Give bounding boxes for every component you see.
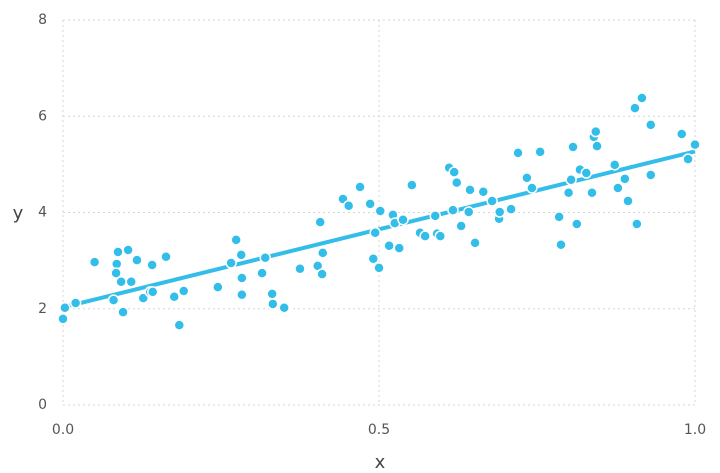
point xyxy=(146,259,158,271)
point xyxy=(230,234,242,246)
point xyxy=(107,294,120,306)
point xyxy=(256,267,268,279)
point xyxy=(526,182,538,194)
point xyxy=(553,211,565,223)
point xyxy=(419,230,431,242)
point xyxy=(619,173,631,185)
point xyxy=(125,276,138,288)
point xyxy=(354,181,366,193)
point xyxy=(122,244,134,256)
point xyxy=(383,239,395,252)
point xyxy=(567,141,579,153)
point xyxy=(464,184,476,196)
point xyxy=(608,159,621,171)
point xyxy=(434,230,447,242)
point xyxy=(393,242,405,254)
y-tick-label: 8 xyxy=(38,12,47,28)
point xyxy=(429,210,441,222)
point xyxy=(645,169,657,181)
point xyxy=(590,125,602,138)
point xyxy=(69,297,82,309)
x-tick-label: 0.0 xyxy=(52,422,74,438)
point xyxy=(521,172,533,184)
point xyxy=(622,195,634,207)
point xyxy=(636,92,648,104)
point xyxy=(580,167,593,179)
point xyxy=(565,174,577,186)
point xyxy=(534,146,546,158)
point xyxy=(173,319,186,331)
point xyxy=(59,302,71,314)
point xyxy=(455,220,467,232)
point xyxy=(88,256,101,268)
point xyxy=(342,200,355,212)
point xyxy=(112,246,124,258)
point xyxy=(367,252,380,265)
point xyxy=(631,218,643,230)
point xyxy=(397,213,409,226)
y-tick-label: 4 xyxy=(38,205,47,221)
x-tick-label: 0.5 xyxy=(368,422,390,438)
point xyxy=(450,176,463,189)
point xyxy=(374,205,387,217)
point xyxy=(146,286,159,298)
point xyxy=(316,268,328,280)
x-axis-label: x xyxy=(375,452,386,473)
point xyxy=(369,226,381,239)
point xyxy=(160,251,172,263)
point xyxy=(591,140,603,152)
point xyxy=(555,238,567,251)
point xyxy=(294,263,306,275)
y-tick-label: 6 xyxy=(38,108,47,124)
point xyxy=(131,254,143,266)
point xyxy=(110,267,122,279)
point xyxy=(562,187,575,199)
point xyxy=(477,186,490,198)
point xyxy=(586,187,598,199)
point xyxy=(117,306,129,318)
point xyxy=(267,298,279,310)
point xyxy=(682,153,694,165)
point xyxy=(137,292,150,304)
y-tick-label: 0 xyxy=(38,397,47,413)
point xyxy=(406,179,418,191)
point xyxy=(447,204,459,216)
point xyxy=(266,288,278,300)
point xyxy=(236,289,248,301)
point xyxy=(115,276,127,288)
point xyxy=(689,138,701,151)
point xyxy=(571,218,583,230)
point xyxy=(168,290,180,303)
point xyxy=(278,302,290,314)
point xyxy=(612,182,624,194)
point xyxy=(645,119,657,131)
x-tick-label: 1.0 xyxy=(684,422,706,438)
point xyxy=(212,281,224,293)
point xyxy=(469,237,481,249)
y-tick-label: 2 xyxy=(38,301,47,317)
point xyxy=(235,249,247,261)
y-axis-label: y xyxy=(13,203,24,224)
point xyxy=(629,102,641,114)
point xyxy=(675,128,688,140)
point xyxy=(259,251,271,264)
point xyxy=(486,195,498,207)
point xyxy=(505,203,517,215)
point xyxy=(236,272,248,284)
point xyxy=(225,257,237,269)
point xyxy=(448,166,460,178)
point xyxy=(512,147,524,159)
point xyxy=(57,313,69,325)
point xyxy=(462,206,475,218)
point xyxy=(177,285,190,297)
point xyxy=(493,206,506,218)
point xyxy=(373,262,385,274)
point xyxy=(317,247,329,259)
point xyxy=(314,216,326,228)
point xyxy=(364,198,376,210)
